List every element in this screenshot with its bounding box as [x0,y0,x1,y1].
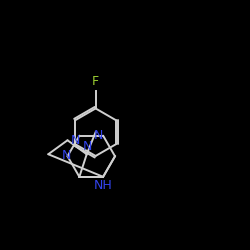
Text: N: N [94,129,103,142]
Text: N: N [62,149,71,162]
Text: N: N [71,134,81,147]
Text: N: N [82,140,92,153]
Text: NH: NH [94,179,112,192]
Text: F: F [92,75,99,88]
